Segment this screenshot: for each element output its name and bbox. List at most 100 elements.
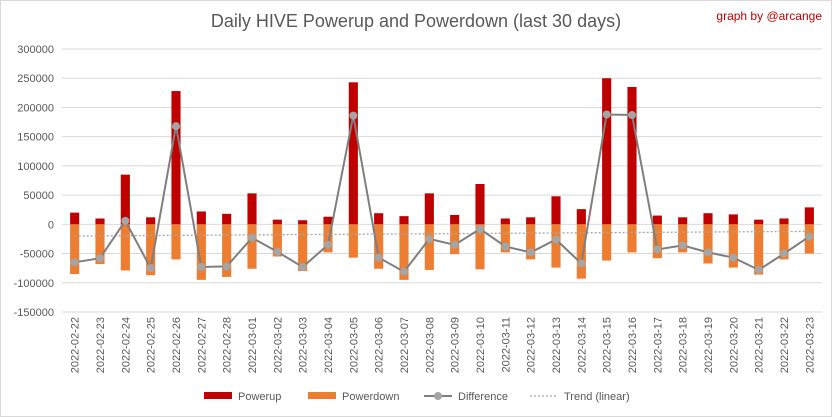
x-tick-label: 2022-03-05 <box>348 317 360 373</box>
powerdown-bar <box>551 224 561 268</box>
powerdown-bar <box>728 224 738 268</box>
x-tick-label: 2022-02-28 <box>222 317 234 373</box>
difference-point <box>552 235 560 244</box>
difference-point <box>602 110 611 119</box>
difference-point <box>197 262 206 271</box>
difference-point <box>298 262 307 271</box>
difference-point <box>146 264 155 273</box>
powerup-bar <box>374 213 384 225</box>
powerup-bar <box>120 174 130 225</box>
x-tick-label: 2022-03-16 <box>627 317 639 373</box>
powerup-bar <box>247 193 257 225</box>
powerdown-bar <box>374 224 384 269</box>
powerdown-bar <box>627 224 637 253</box>
legend: Powerup Powerdown Difference Trend (linear) <box>204 391 630 403</box>
y-tick-label: 0 <box>48 219 54 231</box>
x-tick-label: 2022-03-07 <box>399 317 411 373</box>
bars-group <box>70 78 814 280</box>
powerdown-bar <box>652 224 662 259</box>
difference-point <box>70 258 79 267</box>
powerup-bar <box>602 78 612 225</box>
chart-credit: graph by @arcange <box>716 9 822 23</box>
powerup-bar <box>222 213 232 225</box>
powerdown-bar <box>120 224 130 271</box>
powerdown-bar <box>222 224 232 277</box>
x-tick-label: 2022-02-25 <box>146 317 158 373</box>
powerdown-bar <box>526 224 536 260</box>
powerup-bar <box>323 216 333 225</box>
x-tick-label: 2022-03-19 <box>703 317 715 373</box>
powerdown-bar <box>272 224 282 257</box>
powerup-bar <box>703 213 713 225</box>
difference-point <box>780 249 788 258</box>
powerup-bar <box>146 217 156 225</box>
powerup-bar <box>171 91 181 225</box>
x-tick-label: 2022-03-11 <box>500 317 512 372</box>
powerdown-bar <box>95 224 105 265</box>
powerdown-bar <box>475 224 485 270</box>
difference-point <box>425 234 434 243</box>
powerup-bar <box>576 209 586 225</box>
difference-point <box>577 259 586 268</box>
y-tick-label: 150000 <box>17 132 54 144</box>
difference-point <box>324 240 332 249</box>
powerup-bar <box>728 214 738 225</box>
x-tick-label: 2022-03-22 <box>779 317 791 373</box>
x-tick-label: 2022-03-18 <box>678 317 690 373</box>
difference-point <box>349 111 358 120</box>
powerdown-bar <box>70 224 80 275</box>
powerup-bar <box>551 196 561 225</box>
difference-point <box>400 267 408 276</box>
powerdown-bar <box>171 224 181 260</box>
powerup-bar <box>298 220 308 225</box>
powerdown-bar <box>576 224 586 279</box>
powerdown-bar <box>196 224 206 280</box>
powerup-bar <box>652 215 662 225</box>
difference-line-group <box>70 110 814 276</box>
powerup-bar <box>779 218 789 225</box>
y-tick-label: -150000 <box>14 307 54 319</box>
x-tick-label: 2022-02-26 <box>171 317 183 373</box>
legend-label: Trend (linear) <box>564 391 630 403</box>
difference-point <box>476 225 484 234</box>
trend-group <box>74 230 810 237</box>
x-tick-label: 2022-03-17 <box>652 317 664 373</box>
grid-lines <box>62 48 822 313</box>
powerup-bar <box>754 219 764 225</box>
x-tick-label: 2022-03-14 <box>576 317 588 373</box>
x-tick-label: 2022-03-12 <box>526 317 538 373</box>
x-tick-label: 2022-03-08 <box>424 317 436 373</box>
x-tick-label: 2022-02-24 <box>120 317 132 373</box>
difference-point <box>248 233 256 242</box>
x-tick-label: 2022-03-10 <box>475 317 487 373</box>
x-tick-label: 2022-03-04 <box>323 317 335 373</box>
legend-swatch <box>204 392 232 399</box>
chart-title: Daily HIVE Powerup and Powerdown (last 3… <box>211 11 621 31</box>
difference-point <box>754 265 763 274</box>
y-tick-label: -50000 <box>20 249 54 261</box>
powerdown-bar <box>424 224 434 270</box>
x-tick-label: 2022-03-13 <box>551 317 563 373</box>
powerdown-bar <box>348 224 358 258</box>
powerdown-bar <box>678 224 688 253</box>
difference-point <box>222 262 231 271</box>
powerup-bar <box>424 193 434 225</box>
x-tick-label: 2022-03-01 <box>247 317 259 373</box>
difference-point <box>121 216 130 225</box>
x-tick-label: 2022-03-23 <box>804 317 816 373</box>
powerup-bar <box>196 211 206 225</box>
x-tick-label: 2022-03-20 <box>728 317 740 373</box>
powerup-bar <box>272 219 282 225</box>
y-tick-label: 100000 <box>17 161 54 173</box>
difference-point <box>526 248 535 257</box>
legend-marker <box>434 392 442 400</box>
difference-point <box>678 241 687 250</box>
powerup-bar <box>500 218 510 225</box>
powerup-bar <box>348 82 358 225</box>
x-tick-label: 2022-02-22 <box>70 317 82 373</box>
x-tick-label: 2022-03-21 <box>754 317 766 373</box>
y-axis-tick-labels: -150000 -100000 -50000 0 50000 100000 150000 20… <box>14 44 54 319</box>
powerdown-bar <box>146 224 156 276</box>
